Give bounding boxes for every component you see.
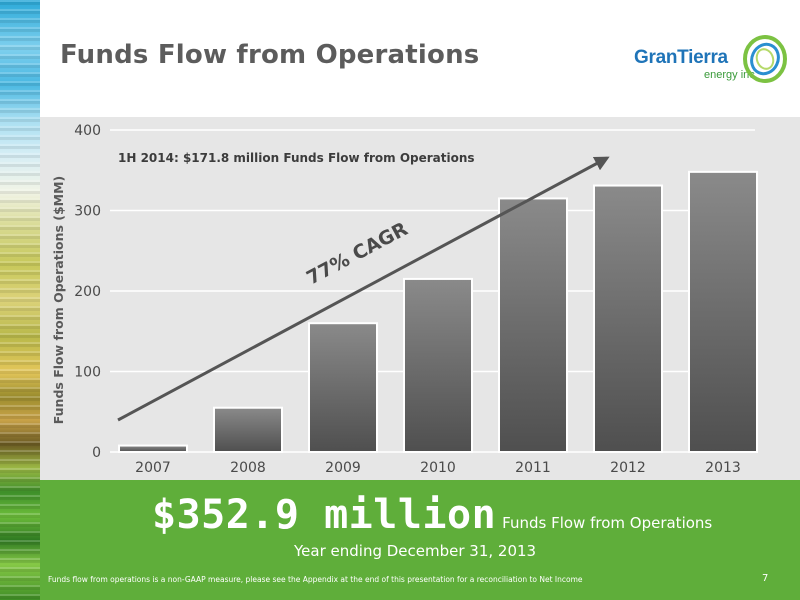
summary-subheadline: Year ending December 31, 2013 <box>294 542 537 560</box>
cagr-trend-arrow <box>117 156 610 422</box>
y-axis-label: Funds Flow from Operations ($MM) <box>51 176 66 425</box>
x-tick-label: 2007 <box>135 460 171 476</box>
logo-tagline: energy inc. <box>704 69 758 81</box>
bar-2013 <box>688 170 758 454</box>
x-tick-label: 2010 <box>420 460 456 476</box>
funds-flow-bar-chart: 0 100 200 300 400 2007 2008 2009 2010 2011 2012 20… <box>51 123 758 476</box>
summary-headline: $352.9 million Funds Flow from Operations <box>152 492 712 538</box>
bar-2008 <box>213 406 283 454</box>
headline-amount: $352.9 million <box>152 492 497 538</box>
bar-2012 <box>593 184 663 453</box>
headline-suffix: Funds Flow from Operations <box>502 514 713 532</box>
footnote: Funds flow from operations is a non-GAAP… <box>48 575 583 584</box>
summary-band <box>40 480 800 600</box>
page-number: 7 <box>762 573 769 584</box>
x-tick-label: 2008 <box>230 460 266 476</box>
y-tick-label: 200 <box>74 284 101 300</box>
x-tick-label: 2013 <box>705 460 741 476</box>
y-tick-label: 300 <box>74 204 101 220</box>
y-tick-label: 400 <box>74 123 101 139</box>
bar-2011 <box>498 197 568 453</box>
x-tick-label: 2012 <box>610 460 646 476</box>
chart-annotation: 1H 2014: $171.8 million Funds Flow from … <box>118 151 475 165</box>
company-logo: GranTierra energy inc. <box>632 30 792 90</box>
logo-wordmark: GranTierra <box>634 47 728 68</box>
bar-2010 <box>403 277 473 453</box>
logo-rings-icon <box>743 35 787 83</box>
cagr-label: 77% CAGR <box>303 218 412 290</box>
x-tick-label: 2009 <box>325 460 361 476</box>
bar-2007 <box>118 444 188 453</box>
slide-title: Funds Flow from Operations <box>60 40 480 70</box>
decorative-side-strip <box>0 0 40 600</box>
bar-2009 <box>308 322 378 454</box>
y-tick-label: 0 <box>92 445 101 461</box>
y-tick-label: 100 <box>74 365 101 381</box>
x-tick-label: 2011 <box>515 460 551 476</box>
